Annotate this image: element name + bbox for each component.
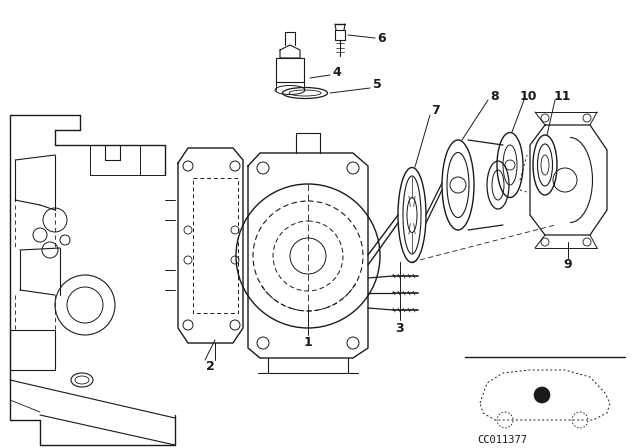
Text: 4: 4 [333,65,341,78]
Text: 3: 3 [396,322,404,335]
Text: 9: 9 [564,258,572,271]
Text: 11: 11 [553,90,571,103]
Text: 1: 1 [303,336,312,349]
Text: 6: 6 [378,31,387,44]
Text: 7: 7 [431,103,440,116]
Text: CC011377: CC011377 [477,435,527,445]
Text: 5: 5 [372,78,381,91]
Text: 2: 2 [205,361,214,374]
Text: 8: 8 [491,90,499,103]
Circle shape [534,387,550,403]
Text: 10: 10 [519,90,537,103]
